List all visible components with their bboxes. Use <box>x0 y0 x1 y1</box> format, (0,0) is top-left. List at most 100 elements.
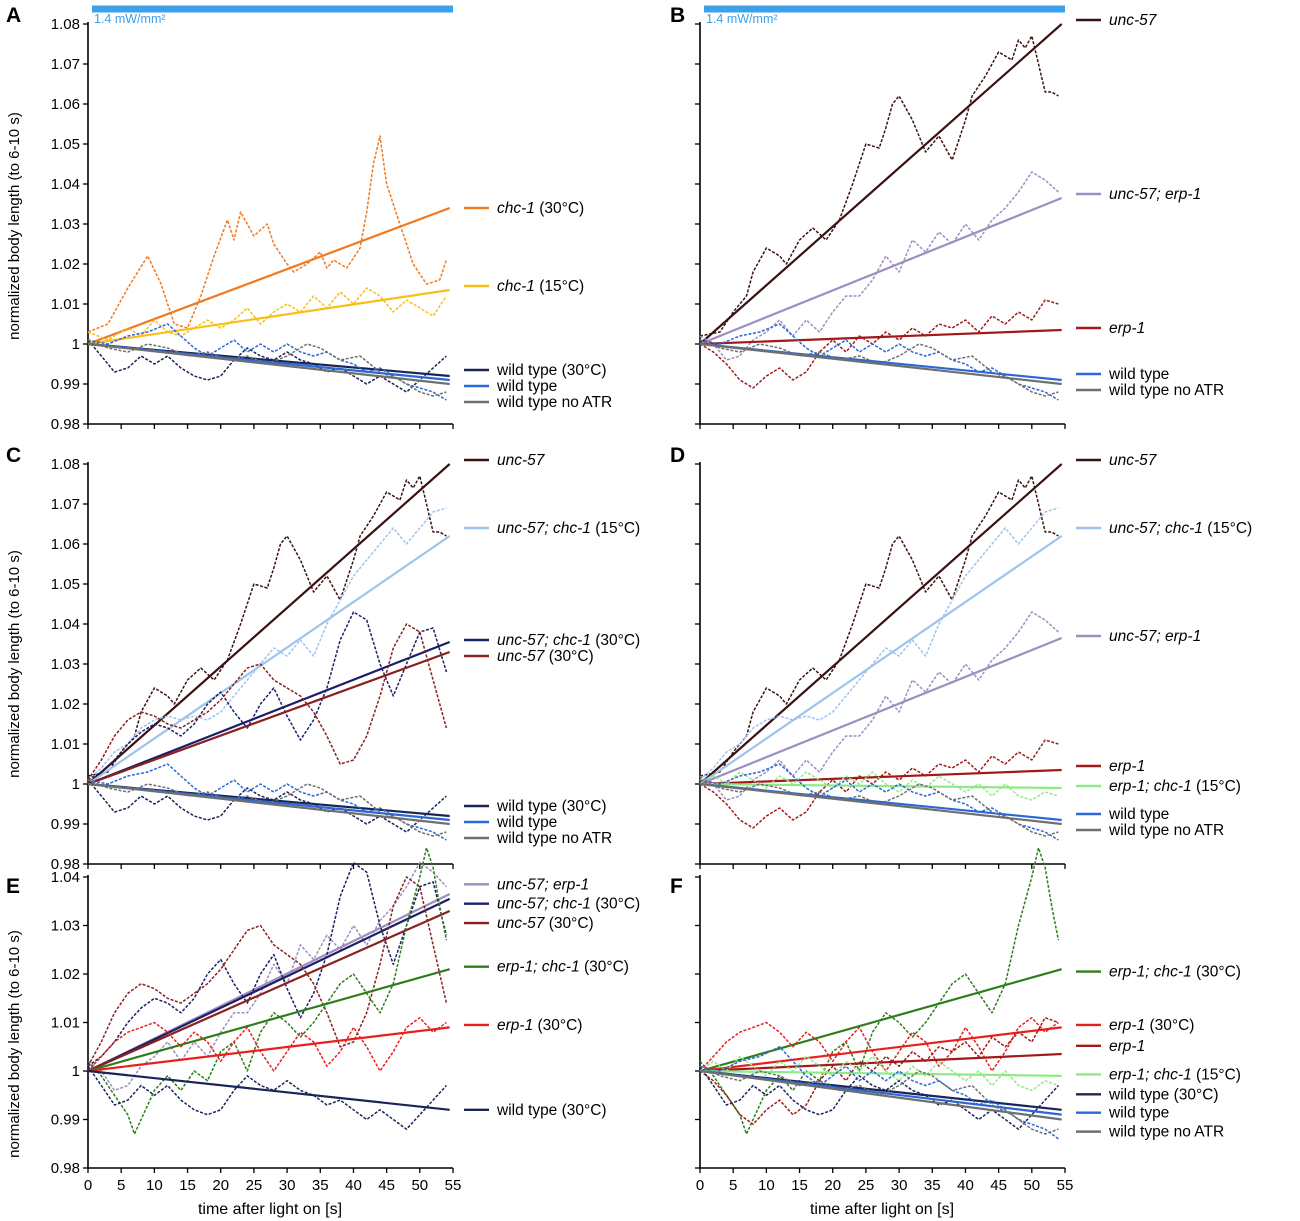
panel-d-series-erp1-chc1-15 <box>699 771 1062 801</box>
series-fit-line <box>699 342 1062 386</box>
legend-label: wild type no ATR <box>1108 822 1224 839</box>
panel-b-series-erp1 <box>699 299 1062 389</box>
panel-d-legend-erp1-chc1-15: erp-1; chc-1 (15°C) <box>1076 778 1241 795</box>
panel-c-series-wt-30 <box>87 779 450 833</box>
axis-titles-group: normalized body length (to 6-10 s) norma… <box>6 112 954 1218</box>
legend-label: unc-57 <box>497 452 546 469</box>
panel-a-letter: A <box>6 4 21 27</box>
legend-label: unc-57; erp-1 <box>1109 628 1201 645</box>
series-fit-line <box>699 1069 1062 1077</box>
series-fit-line <box>699 1069 1062 1121</box>
panel-a-stimulus-label: 1.4 mW/mm² <box>94 12 166 26</box>
legend-label: erp-1; chc-1 (30°C) <box>1109 964 1241 981</box>
panel-f-legend-erp1: erp-1 <box>1076 1038 1145 1055</box>
panel-a-y-tick-label: 1.04 <box>51 176 80 193</box>
panel-e-x-tick-label: 50 <box>411 1177 428 1194</box>
legend-label-gene: erp-1 <box>1109 758 1145 775</box>
panel-e-x-tick-label: 0 <box>84 1177 92 1194</box>
legend-label-text: (15°C) <box>1203 520 1252 537</box>
y-axis-title-bottom: normalized body length (to 6-10 s) <box>6 930 23 1158</box>
series-fit-line <box>699 968 1062 1073</box>
legend-label: erp-1 (30°C) <box>497 1017 582 1034</box>
panel-e-x-tick-label: 45 <box>378 1177 395 1194</box>
series-trace <box>87 779 447 833</box>
panel-c-y-tick-label: 1.04 <box>51 616 80 633</box>
legend-label: unc-57 <box>1109 452 1158 469</box>
legend-label: erp-1 <box>1109 758 1145 775</box>
panel-f-x-tick-label: 10 <box>758 1177 775 1194</box>
legend-label: unc-57; chc-1 (30°C) <box>497 896 640 913</box>
series-fit-line <box>87 1026 450 1073</box>
panel-d-series-unc57 <box>699 463 1063 785</box>
panel-c-y-tick-label: 1.07 <box>51 496 80 513</box>
panel-c-series-unc57 <box>87 463 451 785</box>
panel-c-y-tick-label: 0.99 <box>51 816 80 833</box>
legend-label-gene: unc-57 <box>497 648 546 665</box>
series-fit-line <box>87 288 450 346</box>
panel-e-x-tick-label: 20 <box>212 1177 229 1194</box>
panel-f-x-tick-label: 5 <box>729 1177 737 1194</box>
panel-c-letter: C <box>6 444 21 467</box>
panel-e-y-tick-label: 0.99 <box>51 1112 80 1129</box>
panel-c-legend-unc57-chc1-15: unc-57; chc-1 (15°C) <box>464 520 640 537</box>
panel-d-legend-wt: wild type <box>1076 806 1169 823</box>
panel-a-legend-wt-30: wild type (30°C) <box>464 362 607 379</box>
panel-c-series-wt-noatr <box>87 779 450 837</box>
legend-label-text: wild type <box>1108 366 1169 383</box>
series-fit-line <box>699 768 1062 786</box>
panel-d-series-wt-noatr <box>699 779 1062 837</box>
panel-a-y-tick-label: 0.98 <box>51 416 80 433</box>
legend-label-text: (30°C) <box>591 632 640 649</box>
panel-e-x-tick-label: 35 <box>312 1177 329 1194</box>
series-trace <box>699 1055 1059 1092</box>
panel-d-legend-unc57-chc1-15: unc-57; chc-1 (15°C) <box>1076 520 1252 537</box>
panel-e-y-tick-label: 1 <box>72 1063 80 1080</box>
legend-label-text: wild type <box>496 814 557 831</box>
series-trace <box>87 611 448 781</box>
panel-e-legend-unc57-chc1-30: unc-57; chc-1 (30°C) <box>464 896 640 913</box>
panel-a-y-tick-label: 1.08 <box>51 16 80 33</box>
legend-label-text: (30°C) <box>544 648 593 665</box>
series-fit-line <box>699 196 1063 346</box>
panel-f: F 0 5 10 15 20 25 30 35 40 45 50 55 erp-1; chc-1 (30°… <box>670 847 1241 1194</box>
panel-f-series-wt <box>699 1046 1062 1140</box>
legend-label-text: wild type no ATR <box>1108 822 1224 839</box>
legend-label-text: wild type <box>1108 806 1169 823</box>
legend-label-gene: erp-1; chc-1 <box>497 959 580 976</box>
panel-f-x-tick-label: 30 <box>891 1177 908 1194</box>
series-trace <box>87 507 447 781</box>
panel-a: A 1.4 mW/mm² 0.98 0.99 1 1.01 1.02 1.03 1.04 1.05… <box>6 4 612 433</box>
series-fit-line <box>699 782 1062 790</box>
panel-e-series-wt-30 <box>87 1065 450 1130</box>
panel-e: E 0.98 0.99 1 1.01 1.02 1.03 1.04 0 5 10 15 20 25 30 35… <box>6 847 640 1194</box>
legend-label: unc-57 <box>1109 12 1158 29</box>
legend-label-gene: unc-57 <box>497 915 546 932</box>
panel-c-series-unc57-chc1-30 <box>87 611 451 786</box>
legend-label-text: wild type (30°C) <box>496 1102 607 1119</box>
x-axis-title-right: time after light on [s] <box>810 1201 954 1218</box>
panel-b: B 1.4 mW/mm² unc-57 unc-57; erp-1 erp-1 wild … <box>670 4 1224 429</box>
panel-e-legend-erp1-chc1-30: erp-1; chc-1 (30°C) <box>464 959 629 976</box>
panels-group: A 1.4 mW/mm² 0.98 0.99 1 1.01 1.02 1.03 1.04 1.05… <box>6 4 1252 1194</box>
legend-label: wild type no ATR <box>1108 1124 1224 1141</box>
legend-label-gene: chc-1 <box>497 200 535 217</box>
panel-a-series-wt-30 <box>87 339 450 393</box>
series-trace <box>699 507 1059 781</box>
series-fit-line <box>87 206 451 346</box>
legend-label-gene: unc-57; erp-1 <box>1109 628 1201 645</box>
legend-label: chc-1 (30°C) <box>497 200 584 217</box>
series-fit-line <box>87 463 451 785</box>
panel-f-letter: F <box>670 875 683 898</box>
panel-c-y-tick-label: 1.02 <box>51 696 80 713</box>
panel-f-x-tick-label: 25 <box>858 1177 875 1194</box>
panel-c-legend-wt: wild type <box>464 814 557 831</box>
panel-a-y-tick-label: 1.07 <box>51 56 80 73</box>
series-fit-line <box>87 968 450 1073</box>
legend-label: wild type <box>496 814 557 831</box>
series-trace <box>87 1065 447 1130</box>
y-axis-title-top: normalized body length (to 6-10 s) <box>6 112 23 340</box>
panel-a-y-tick-label: 1 <box>72 336 80 353</box>
panel-c-y-tick-label: 1.06 <box>51 536 80 553</box>
panel-c-y-tick-label: 1.08 <box>51 456 80 473</box>
legend-label: wild type <box>1108 1105 1169 1122</box>
